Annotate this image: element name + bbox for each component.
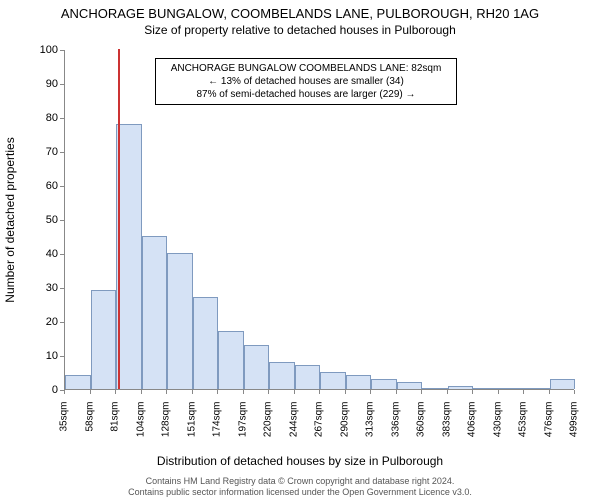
chart-subtitle: Size of property relative to detached ho… (0, 21, 600, 37)
y-tick-mark (60, 254, 64, 255)
plot-area: ANCHORAGE BUNGALOW COOMBELANDS LANE: 82s… (64, 50, 574, 390)
histogram-bar (91, 290, 117, 389)
y-tick-mark (60, 84, 64, 85)
histogram-bar (320, 372, 346, 389)
y-tick-label: 100 (28, 44, 58, 56)
histogram-bar (524, 388, 550, 389)
histogram-bar (473, 388, 499, 389)
x-tick-label: 430sqm (492, 402, 503, 442)
y-tick-label: 80 (28, 112, 58, 124)
y-tick-label: 10 (28, 350, 58, 362)
x-tick-mark (472, 390, 473, 394)
x-tick-label: 244sqm (288, 402, 299, 442)
y-tick-mark (60, 50, 64, 51)
y-tick-label: 30 (28, 282, 58, 294)
footer-line-2: Contains public sector information licen… (128, 487, 472, 497)
y-tick-mark (60, 152, 64, 153)
x-tick-mark (523, 390, 524, 394)
annotation-line-1: ANCHORAGE BUNGALOW COOMBELANDS LANE: 82s… (161, 62, 451, 75)
annotation-line-2: ← 13% of detached houses are smaller (34… (161, 75, 451, 88)
y-tick-mark (60, 220, 64, 221)
histogram-bar (218, 331, 244, 389)
x-tick-label: 499sqm (569, 402, 580, 442)
x-tick-label: 383sqm (441, 402, 452, 442)
histogram-bar (295, 365, 321, 389)
annotation-line-3: 87% of semi-detached houses are larger (… (161, 88, 451, 101)
x-tick-label: 151sqm (186, 402, 197, 442)
histogram-bar (448, 386, 474, 389)
histogram-bar (116, 124, 142, 389)
x-tick-mark (192, 390, 193, 394)
annotation-box: ANCHORAGE BUNGALOW COOMBELANDS LANE: 82s… (155, 58, 457, 105)
y-tick-label: 0 (28, 384, 58, 396)
histogram-bar (397, 382, 423, 389)
x-tick-mark (421, 390, 422, 394)
x-tick-label: 453sqm (518, 402, 529, 442)
x-tick-mark (90, 390, 91, 394)
x-tick-mark (243, 390, 244, 394)
x-tick-label: 360sqm (416, 402, 427, 442)
histogram-bar (371, 379, 397, 389)
chart-title: ANCHORAGE BUNGALOW, COOMBELANDS LANE, PU… (0, 0, 600, 21)
y-tick-mark (60, 186, 64, 187)
y-tick-label: 70 (28, 146, 58, 158)
y-tick-mark (60, 322, 64, 323)
histogram-bar (193, 297, 219, 389)
x-tick-label: 336sqm (390, 402, 401, 442)
x-tick-mark (345, 390, 346, 394)
x-tick-label: 104sqm (135, 402, 146, 442)
x-tick-mark (370, 390, 371, 394)
histogram-bar (499, 388, 525, 389)
chart-container: ANCHORAGE BUNGALOW, COOMBELANDS LANE, PU… (0, 0, 600, 500)
histogram-bar (269, 362, 295, 389)
x-tick-label: 267sqm (314, 402, 325, 442)
x-tick-label: 35sqm (59, 402, 70, 442)
histogram-bar (142, 236, 168, 389)
y-tick-mark (60, 288, 64, 289)
histogram-bar (244, 345, 270, 389)
y-tick-label: 60 (28, 180, 58, 192)
footer-line-1: Contains HM Land Registry data © Crown c… (146, 476, 455, 486)
x-tick-mark (319, 390, 320, 394)
x-tick-mark (141, 390, 142, 394)
histogram-bar (65, 375, 91, 389)
histogram-bar (422, 388, 448, 389)
y-tick-label: 90 (28, 78, 58, 90)
y-axis-label: Number of detached properties (3, 137, 17, 302)
y-tick-label: 40 (28, 248, 58, 260)
y-tick-mark (60, 118, 64, 119)
x-tick-mark (574, 390, 575, 394)
y-tick-label: 20 (28, 316, 58, 328)
histogram-bar (167, 253, 193, 389)
x-tick-mark (549, 390, 550, 394)
x-tick-label: 58sqm (84, 402, 95, 442)
x-tick-mark (64, 390, 65, 394)
x-tick-label: 290sqm (339, 402, 350, 442)
chart-footer: Contains HM Land Registry data © Crown c… (0, 476, 600, 499)
histogram-bar (346, 375, 372, 389)
x-tick-mark (115, 390, 116, 394)
x-axis-label: Distribution of detached houses by size … (0, 454, 600, 468)
x-tick-mark (447, 390, 448, 394)
x-tick-mark (217, 390, 218, 394)
y-tick-mark (60, 356, 64, 357)
x-tick-mark (268, 390, 269, 394)
x-tick-mark (498, 390, 499, 394)
x-tick-label: 128sqm (161, 402, 172, 442)
histogram-bar (550, 379, 576, 389)
x-tick-mark (396, 390, 397, 394)
x-tick-mark (294, 390, 295, 394)
y-tick-label: 50 (28, 214, 58, 226)
x-tick-label: 476sqm (543, 402, 554, 442)
x-tick-label: 81sqm (110, 402, 121, 442)
x-tick-label: 313sqm (365, 402, 376, 442)
x-tick-mark (166, 390, 167, 394)
property-marker-line (118, 49, 120, 389)
x-tick-label: 197sqm (237, 402, 248, 442)
x-tick-label: 406sqm (467, 402, 478, 442)
x-tick-label: 220sqm (263, 402, 274, 442)
x-tick-label: 174sqm (212, 402, 223, 442)
